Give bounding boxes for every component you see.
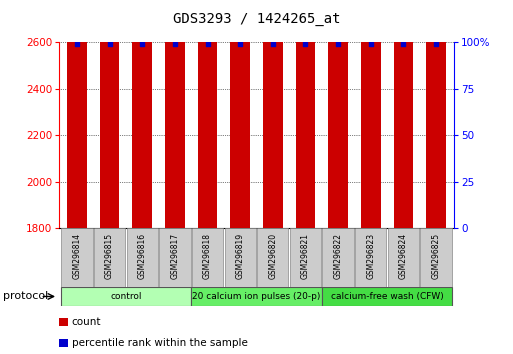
Point — [106, 41, 114, 47]
Text: count: count — [72, 317, 102, 327]
Text: GDS3293 / 1424265_at: GDS3293 / 1424265_at — [173, 12, 340, 27]
Point — [171, 41, 179, 47]
Bar — [426, 0, 446, 228]
Text: GSM296820: GSM296820 — [268, 233, 278, 279]
Text: GSM296819: GSM296819 — [235, 233, 245, 279]
Text: control: control — [110, 292, 142, 301]
Bar — [263, 0, 283, 228]
Bar — [393, 0, 413, 228]
Bar — [192, 228, 223, 287]
Text: GSM296822: GSM296822 — [333, 233, 343, 279]
Text: calcium-free wash (CFW): calcium-free wash (CFW) — [331, 292, 443, 301]
Bar — [198, 0, 218, 228]
Point — [334, 41, 342, 47]
Bar — [127, 228, 158, 287]
Bar — [67, 0, 87, 228]
Bar — [61, 287, 191, 306]
Point — [301, 41, 309, 47]
Text: GSM296818: GSM296818 — [203, 233, 212, 279]
Bar — [165, 0, 185, 228]
Point — [138, 41, 146, 47]
Text: GSM296821: GSM296821 — [301, 233, 310, 279]
Bar — [388, 228, 419, 287]
Bar — [361, 0, 381, 228]
Bar — [225, 228, 256, 287]
Bar — [420, 228, 452, 287]
Text: GSM296816: GSM296816 — [138, 233, 147, 279]
Text: GSM296814: GSM296814 — [72, 233, 82, 279]
Bar — [323, 228, 354, 287]
Text: 20 calcium ion pulses (20-p): 20 calcium ion pulses (20-p) — [192, 292, 321, 301]
Point — [73, 41, 81, 47]
Point — [399, 41, 407, 47]
Point — [204, 41, 212, 47]
Bar — [61, 228, 93, 287]
Text: GSM296815: GSM296815 — [105, 233, 114, 279]
Bar — [355, 228, 386, 287]
Bar — [132, 0, 152, 228]
Text: GSM296823: GSM296823 — [366, 233, 375, 279]
Point — [236, 41, 244, 47]
Text: protocol: protocol — [3, 291, 48, 302]
Point — [432, 41, 440, 47]
Point — [367, 41, 375, 47]
Bar — [328, 0, 348, 228]
Bar — [191, 287, 322, 306]
Text: GSM296825: GSM296825 — [431, 233, 441, 279]
Text: GSM296817: GSM296817 — [170, 233, 180, 279]
Bar — [230, 0, 250, 228]
Bar — [257, 228, 288, 287]
Point — [269, 41, 277, 47]
Bar — [100, 0, 120, 228]
Text: percentile rank within the sample: percentile rank within the sample — [72, 338, 248, 348]
Bar — [322, 287, 452, 306]
Bar — [290, 228, 321, 287]
Bar — [295, 0, 315, 228]
Bar — [94, 228, 125, 287]
Bar — [159, 228, 190, 287]
Text: GSM296824: GSM296824 — [399, 233, 408, 279]
